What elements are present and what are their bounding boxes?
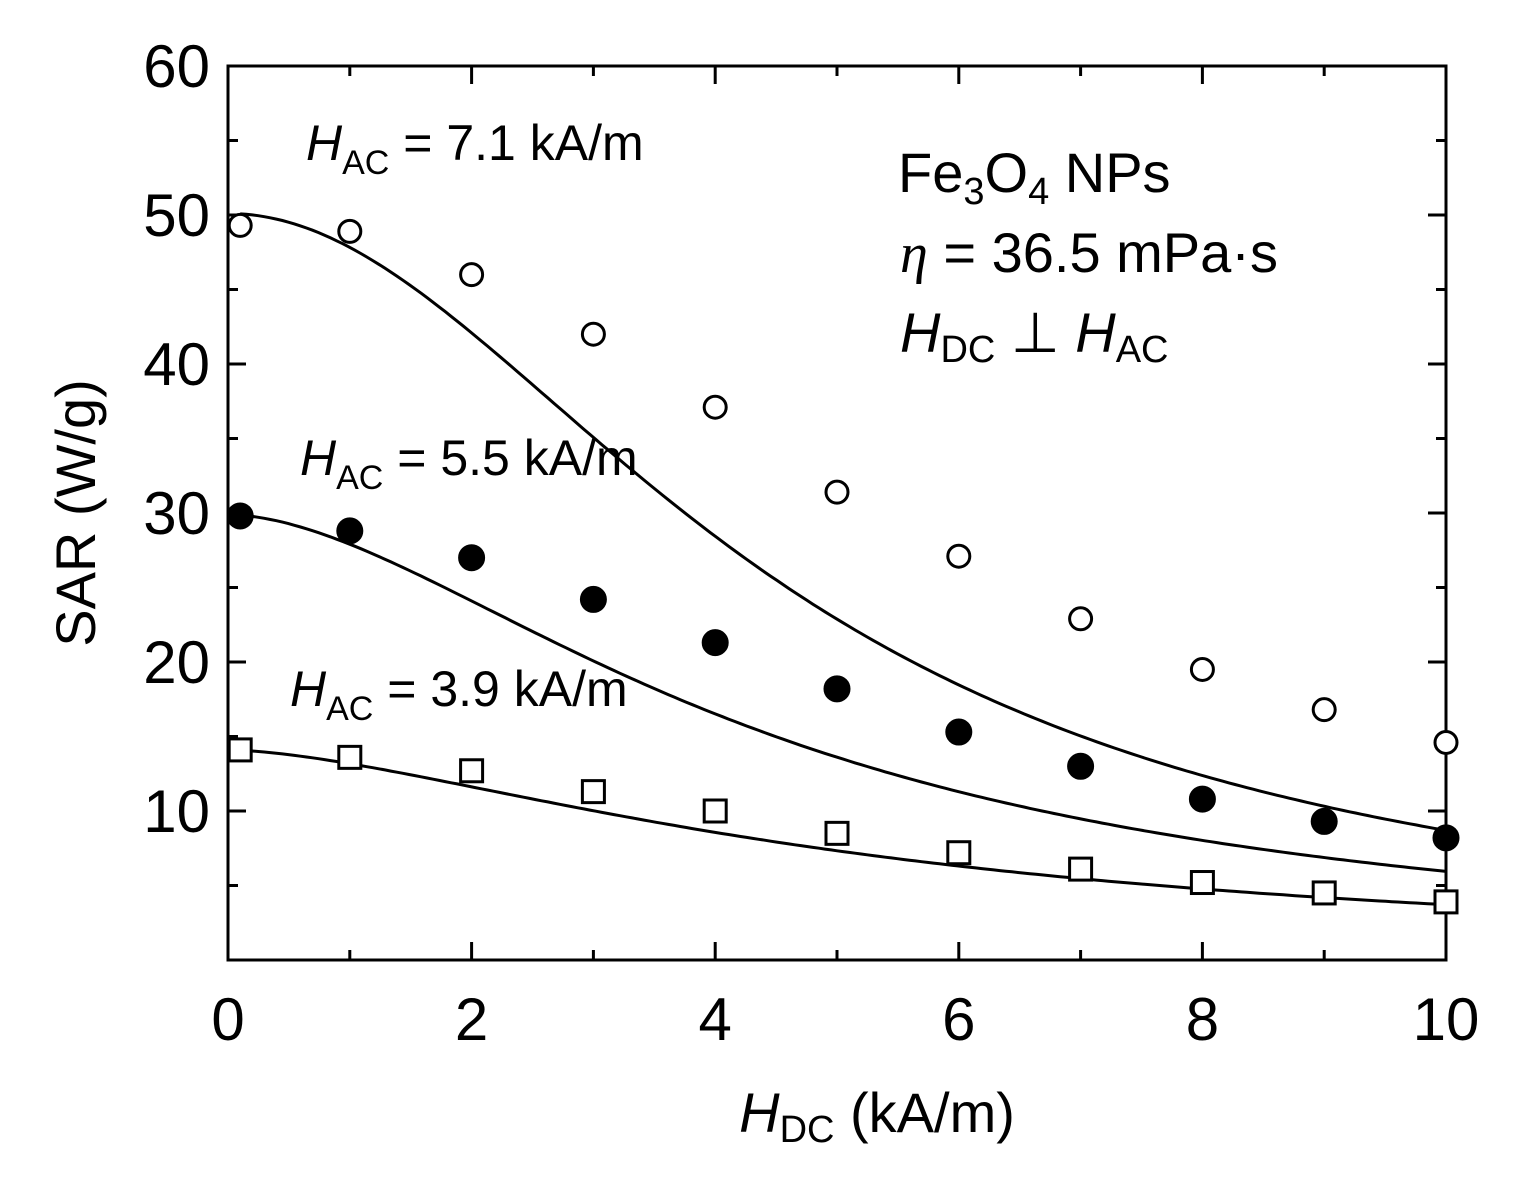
y-tick-label: 60 bbox=[143, 33, 210, 100]
data-point-filled-circle bbox=[226, 502, 254, 530]
x-tick-label: 8 bbox=[1186, 986, 1219, 1053]
data-point-square bbox=[227, 737, 253, 763]
x-tick-label: 0 bbox=[211, 986, 244, 1053]
data-point-filled-circle bbox=[579, 585, 607, 613]
data-point-square bbox=[1433, 889, 1459, 915]
x-tick-label: 10 bbox=[1413, 986, 1480, 1053]
y-axis-title: SAR (W/g) bbox=[44, 379, 107, 647]
y-tick-label: 30 bbox=[143, 480, 210, 547]
x-tick-label: 6 bbox=[942, 986, 975, 1053]
data-point-filled-circle bbox=[1432, 824, 1460, 852]
series-label-hac-5-5: HAC = 5.5 kA/m bbox=[300, 430, 638, 497]
data-point-filled-circle bbox=[336, 517, 364, 545]
data-point-open-circle bbox=[1433, 729, 1459, 755]
data-point-open-circle bbox=[580, 321, 606, 347]
data-point-open-circle bbox=[459, 262, 485, 288]
fit-curves bbox=[240, 212, 1447, 907]
data-point-filled-circle bbox=[823, 675, 851, 703]
x-axis-title: HDC (kA/m) bbox=[739, 1081, 1015, 1151]
data-point-filled-circle bbox=[458, 544, 486, 572]
sample-annotation: Fe3O4 NPs bbox=[898, 141, 1171, 213]
data-point-filled-circle bbox=[701, 629, 729, 657]
fit-curve-series-2 bbox=[240, 748, 1447, 907]
x-tick-label: 4 bbox=[699, 986, 732, 1053]
fit-curve-series-1 bbox=[240, 513, 1447, 873]
data-point-square bbox=[702, 798, 728, 824]
series-label-hac-3-9: HAC = 3.9 kA/m bbox=[290, 661, 628, 728]
fit-curve-series-0 bbox=[240, 212, 1447, 832]
y-tick-label: 10 bbox=[143, 778, 210, 845]
data-point-square bbox=[337, 744, 363, 770]
x-tick-label: 2 bbox=[455, 986, 488, 1053]
data-point-square bbox=[1068, 856, 1094, 882]
data-point-square bbox=[580, 779, 606, 805]
series-label-hac-7-1: HAC = 7.1 kA/m bbox=[306, 115, 644, 182]
orientation-annotation: HDC ⊥ HAC bbox=[900, 301, 1169, 371]
data-point-open-circle bbox=[824, 479, 850, 505]
data-point-open-circle bbox=[337, 218, 363, 244]
data-point-filled-circle bbox=[945, 718, 973, 746]
data-point-filled-circle bbox=[1310, 807, 1338, 835]
data-point-open-circle bbox=[946, 543, 972, 569]
data-point-filled-circle bbox=[1067, 752, 1095, 780]
data-point-square bbox=[1311, 880, 1337, 906]
data-point-square bbox=[824, 820, 850, 846]
data-point-square bbox=[1189, 870, 1215, 896]
data-point-open-circle bbox=[227, 212, 253, 238]
data-point-open-circle bbox=[702, 394, 728, 420]
data-point-square bbox=[946, 840, 972, 866]
data-point-open-circle bbox=[1068, 606, 1094, 632]
data-point-filled-circle bbox=[1188, 785, 1216, 813]
axis-ticks: 0 2 4 6 8 10 10 20 30 40 50 60 bbox=[143, 33, 1479, 1053]
viscosity-annotation: η = 36.5 mPa·s bbox=[900, 221, 1278, 285]
data-point-square bbox=[459, 758, 485, 784]
data-point-open-circle bbox=[1189, 656, 1215, 682]
y-tick-label: 20 bbox=[143, 629, 210, 696]
data-point-open-circle bbox=[1311, 697, 1337, 723]
data-markers bbox=[226, 212, 1460, 915]
y-tick-label: 40 bbox=[143, 331, 210, 398]
y-tick-label: 50 bbox=[143, 182, 210, 249]
